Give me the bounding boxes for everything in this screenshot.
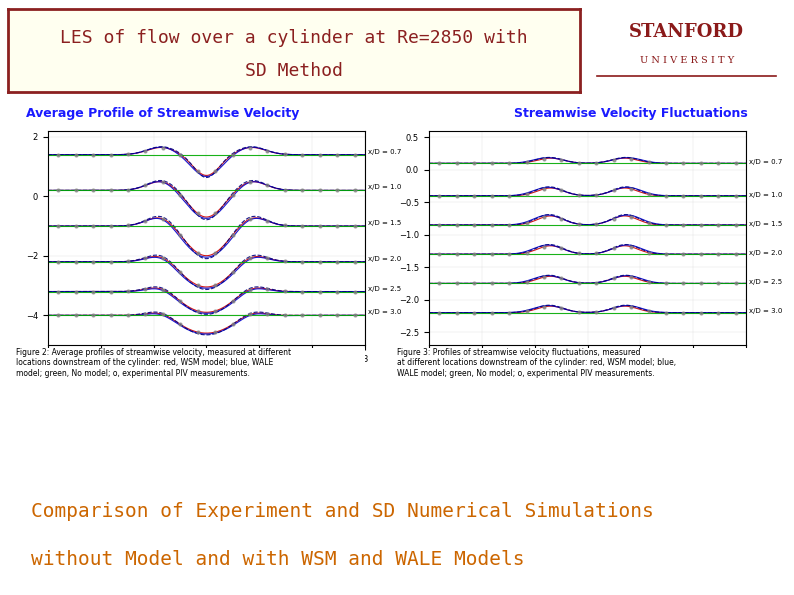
Text: STANFORD: STANFORD [630, 23, 744, 41]
Text: x/D = 1.5: x/D = 1.5 [749, 221, 782, 227]
Text: x/D = 2.5: x/D = 2.5 [368, 286, 401, 292]
Text: U N I V E R S I T Y: U N I V E R S I T Y [640, 56, 734, 65]
Text: x/D = 1.5: x/D = 1.5 [368, 220, 401, 226]
Text: x/D = 3.0: x/D = 3.0 [749, 308, 782, 314]
Text: Streamwise Velocity Fluctuations: Streamwise Velocity Fluctuations [514, 107, 747, 120]
Text: without Model and with WSM and WALE Models: without Model and with WSM and WALE Mode… [31, 550, 525, 569]
Text: LES of flow over a cylinder at Re=2850 with: LES of flow over a cylinder at Re=2850 w… [60, 29, 527, 47]
Text: x/D = 1.0: x/D = 1.0 [749, 192, 782, 198]
X-axis label: y/D: y/D [198, 369, 214, 380]
Text: x/D = 0.7: x/D = 0.7 [749, 159, 782, 165]
Text: x/D = 1.0: x/D = 1.0 [368, 184, 401, 190]
X-axis label: y/D: y/D [580, 369, 596, 380]
Text: Figure 3: Profiles of streamwise velocity fluctuations, measured
at different lo: Figure 3: Profiles of streamwise velocit… [397, 348, 676, 378]
Text: x/D = 0.7: x/D = 0.7 [368, 149, 401, 155]
Text: SD Method: SD Method [245, 62, 343, 80]
Text: Average Profile of Streamwise Velocity: Average Profile of Streamwise Velocity [25, 107, 299, 120]
Text: x/D = 3.0: x/D = 3.0 [368, 309, 401, 315]
Text: Figure 2: Average profiles of streamwise velocity, measured at different
locatio: Figure 2: Average profiles of streamwise… [16, 348, 291, 378]
Text: x/D = 2.5: x/D = 2.5 [749, 279, 782, 285]
Text: Comparison of Experiment and SD Numerical Simulations: Comparison of Experiment and SD Numerica… [31, 502, 654, 521]
Text: x/D = 2.0: x/D = 2.0 [749, 250, 782, 256]
Text: x/D = 2.0: x/D = 2.0 [368, 256, 401, 262]
